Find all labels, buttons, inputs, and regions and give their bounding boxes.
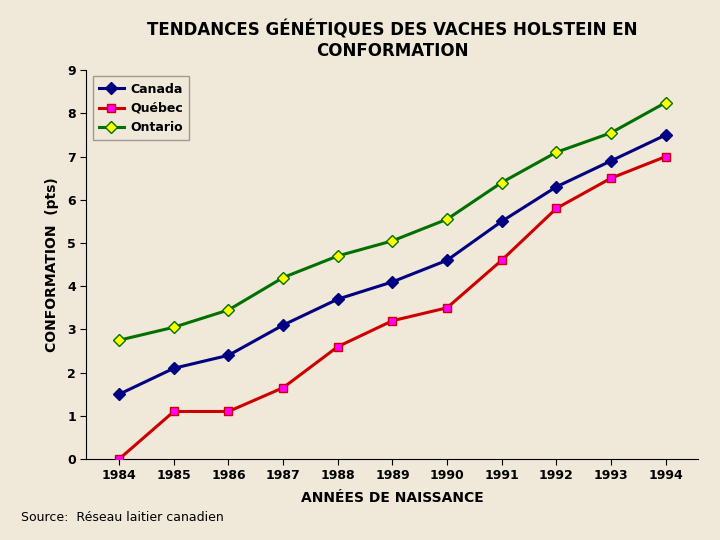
Canada <box>279 322 287 328</box>
Canada <box>224 352 233 359</box>
Québec <box>388 318 397 324</box>
Canada <box>333 296 342 302</box>
Line: Ontario: Ontario <box>115 98 670 345</box>
Ontario <box>333 253 342 259</box>
Canada <box>498 218 506 225</box>
Ontario <box>661 99 670 106</box>
Ontario <box>498 179 506 186</box>
Canada <box>661 132 670 138</box>
Québec <box>333 343 342 350</box>
Québec <box>279 384 287 391</box>
Ontario <box>607 130 616 136</box>
Ontario <box>224 307 233 313</box>
Line: Canada: Canada <box>115 131 670 399</box>
Title: TENDANCES GÉNÉTIQUES DES VACHES HOLSTEIN EN
CONFORMATION: TENDANCES GÉNÉTIQUES DES VACHES HOLSTEIN… <box>147 21 638 60</box>
Québec <box>169 408 178 415</box>
Ontario <box>552 149 561 156</box>
Ontario <box>279 274 287 281</box>
Québec <box>224 408 233 415</box>
Ontario <box>443 216 451 222</box>
Ontario <box>115 337 124 343</box>
Québec <box>661 153 670 160</box>
Canada <box>169 365 178 372</box>
Canada <box>607 158 616 164</box>
Ontario <box>388 238 397 244</box>
X-axis label: ANNÉES DE NAISSANCE: ANNÉES DE NAISSANCE <box>301 491 484 505</box>
Québec <box>498 257 506 264</box>
Canada <box>552 184 561 190</box>
Canada <box>115 391 124 397</box>
Y-axis label: CONFORMATION  (pts): CONFORMATION (pts) <box>45 177 59 352</box>
Line: Québec: Québec <box>115 152 670 463</box>
Canada <box>388 279 397 285</box>
Québec <box>115 456 124 462</box>
Text: Source:  Réseau laitier canadien: Source: Réseau laitier canadien <box>22 511 224 524</box>
Québec <box>607 175 616 181</box>
Québec <box>443 305 451 311</box>
Legend: Canada, Québec, Ontario: Canada, Québec, Ontario <box>93 77 189 140</box>
Québec <box>552 205 561 212</box>
Canada <box>443 257 451 264</box>
Ontario <box>169 324 178 330</box>
